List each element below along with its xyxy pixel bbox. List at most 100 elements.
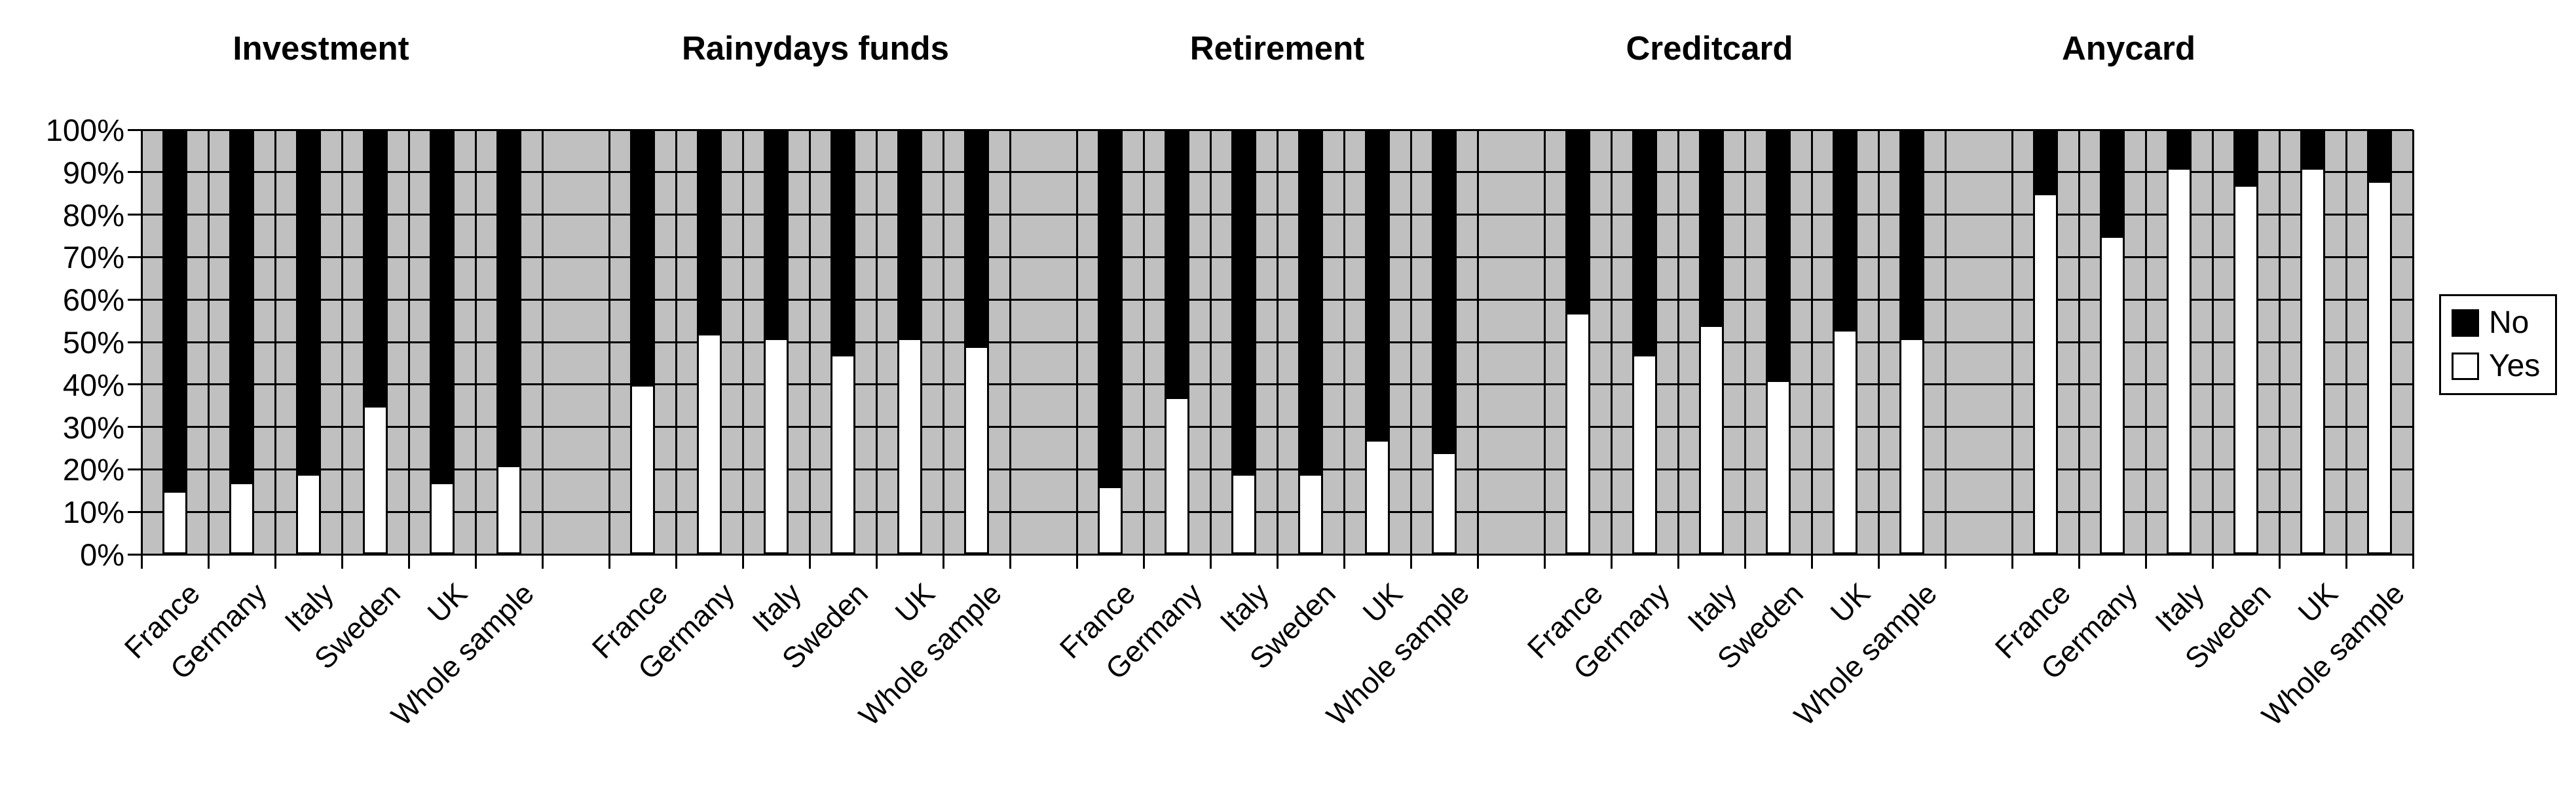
- category-separator-line: [1276, 130, 1279, 554]
- y-axis-label: 60%: [62, 282, 124, 318]
- category-separator-line: [1810, 130, 1813, 554]
- category-separator-line: [2412, 130, 2414, 554]
- group-title-Investment: Investment: [233, 29, 409, 67]
- bar-Anycard-France: [2033, 130, 2058, 554]
- y-axis-tick: [128, 510, 141, 513]
- category-separator-line: [541, 130, 544, 554]
- y-axis-tick: [128, 426, 141, 429]
- bar-Retirement-France: [1098, 130, 1123, 554]
- y-axis-tick: [128, 256, 141, 258]
- category-separator-line: [1409, 130, 1412, 554]
- bar-segment-no: [162, 130, 187, 491]
- y-axis-tick: [128, 468, 141, 470]
- bar-segment-yes: [2167, 168, 2192, 554]
- y-axis-label: 0%: [80, 537, 124, 572]
- bar-segment-yes: [2033, 193, 2058, 554]
- x-axis-tick: [2078, 554, 2080, 569]
- bar-segment-yes: [1298, 473, 1323, 554]
- y-axis-tick: [128, 171, 141, 174]
- x-axis-tick: [875, 554, 878, 569]
- bar-segment-no: [1833, 130, 1857, 330]
- category-separator-line: [1142, 130, 1145, 554]
- x-axis-tick: [2345, 554, 2347, 569]
- x-axis-tick: [474, 554, 477, 569]
- category-separator-line: [1543, 130, 1546, 554]
- x-axis-tick: [1543, 554, 1546, 569]
- bar-segment-yes: [1632, 354, 1657, 554]
- bar-Anycard-Whole sample: [2367, 130, 2392, 554]
- x-axis-tick: [808, 554, 811, 569]
- y-axis-label: 10%: [62, 495, 124, 530]
- category-separator-line: [1610, 130, 1613, 554]
- group-title-Rainydays funds: Rainydays funds: [681, 29, 950, 67]
- y-axis-label: 30%: [62, 410, 124, 445]
- bar-segment-yes: [764, 337, 789, 554]
- x-axis-label-Italy: Italy: [2148, 576, 2211, 639]
- category-separator-line: [2078, 130, 2080, 554]
- bar-segment-no: [831, 130, 855, 355]
- category-separator-line: [1343, 130, 1345, 554]
- bar-segment-no: [2100, 130, 2125, 236]
- category-separator-line: [2345, 130, 2347, 554]
- bar-segment-yes: [2100, 236, 2125, 554]
- bar-segment-yes: [630, 384, 655, 554]
- y-axis-label: 40%: [62, 367, 124, 402]
- bar-segment-no: [1565, 130, 1590, 313]
- bar-segment-yes: [1365, 440, 1390, 554]
- bar-segment-no: [2033, 130, 2058, 194]
- bar-Rainydays funds-Italy: [764, 130, 789, 554]
- bar-segment-yes: [229, 482, 254, 554]
- bar-segment-no: [1165, 130, 1189, 398]
- y-axis-label: 20%: [62, 452, 124, 487]
- bar-segment-yes: [1766, 380, 1791, 554]
- bar-segment-yes: [1231, 473, 1256, 554]
- bar-segment-yes: [1899, 337, 1924, 554]
- bar-segment-yes: [831, 354, 855, 554]
- category-separator-line: [407, 130, 410, 554]
- bar-segment-yes: [296, 473, 321, 554]
- bar-Creditcard-France: [1565, 130, 1590, 554]
- bar-segment-no: [1432, 130, 1457, 453]
- bar-segment-yes: [2300, 168, 2325, 554]
- bar-segment-yes: [897, 337, 922, 554]
- category-separator-line: [1944, 130, 1947, 554]
- x-axis-tick: [1944, 554, 1947, 569]
- category-separator-line: [2278, 130, 2281, 554]
- bar-segment-no: [2233, 130, 2258, 185]
- category-separator-line: [875, 130, 878, 554]
- x-axis-tick: [1009, 554, 1011, 569]
- x-axis-tick: [942, 554, 944, 569]
- bar-segment-yes: [1098, 486, 1123, 554]
- bar-segment-yes: [697, 333, 722, 554]
- x-axis-label-Italy: Italy: [1681, 576, 1743, 639]
- y-axis-label: 50%: [62, 325, 124, 360]
- bar-segment-no: [1231, 130, 1256, 474]
- bar-Creditcard-Italy: [1699, 130, 1724, 554]
- bar-Retirement-Italy: [1231, 130, 1256, 554]
- bar-Rainydays funds-UK: [897, 130, 922, 554]
- x-axis-tick: [1476, 554, 1479, 569]
- group-title-Creditcard: Creditcard: [1626, 29, 1793, 67]
- bar-segment-no: [1098, 130, 1123, 487]
- bar-Creditcard-UK: [1833, 130, 1857, 554]
- bar-segment-no: [296, 130, 321, 474]
- bar-segment-yes: [363, 406, 388, 554]
- bar-segment-no: [363, 130, 388, 406]
- bar-segment-yes: [1165, 397, 1189, 554]
- y-axis-label: 90%: [62, 155, 124, 190]
- x-axis-label-Italy: Italy: [745, 576, 808, 639]
- y-axis-tick: [128, 383, 141, 386]
- bar-segment-no: [2367, 130, 2392, 181]
- bar-Investment-Whole sample: [496, 130, 521, 554]
- bar-segment-no: [1699, 130, 1724, 326]
- category-separator-line: [2211, 130, 2214, 554]
- bar-segment-no: [2167, 130, 2192, 168]
- category-separator-line: [474, 130, 477, 554]
- bar-Retirement-UK: [1365, 130, 1390, 554]
- y-axis-label: 70%: [62, 240, 124, 275]
- category-separator-line: [274, 130, 276, 554]
- bar-segment-yes: [964, 346, 989, 554]
- y-axis-tick: [128, 128, 141, 131]
- category-separator-line: [1209, 130, 1212, 554]
- bar-segment-yes: [1565, 312, 1590, 554]
